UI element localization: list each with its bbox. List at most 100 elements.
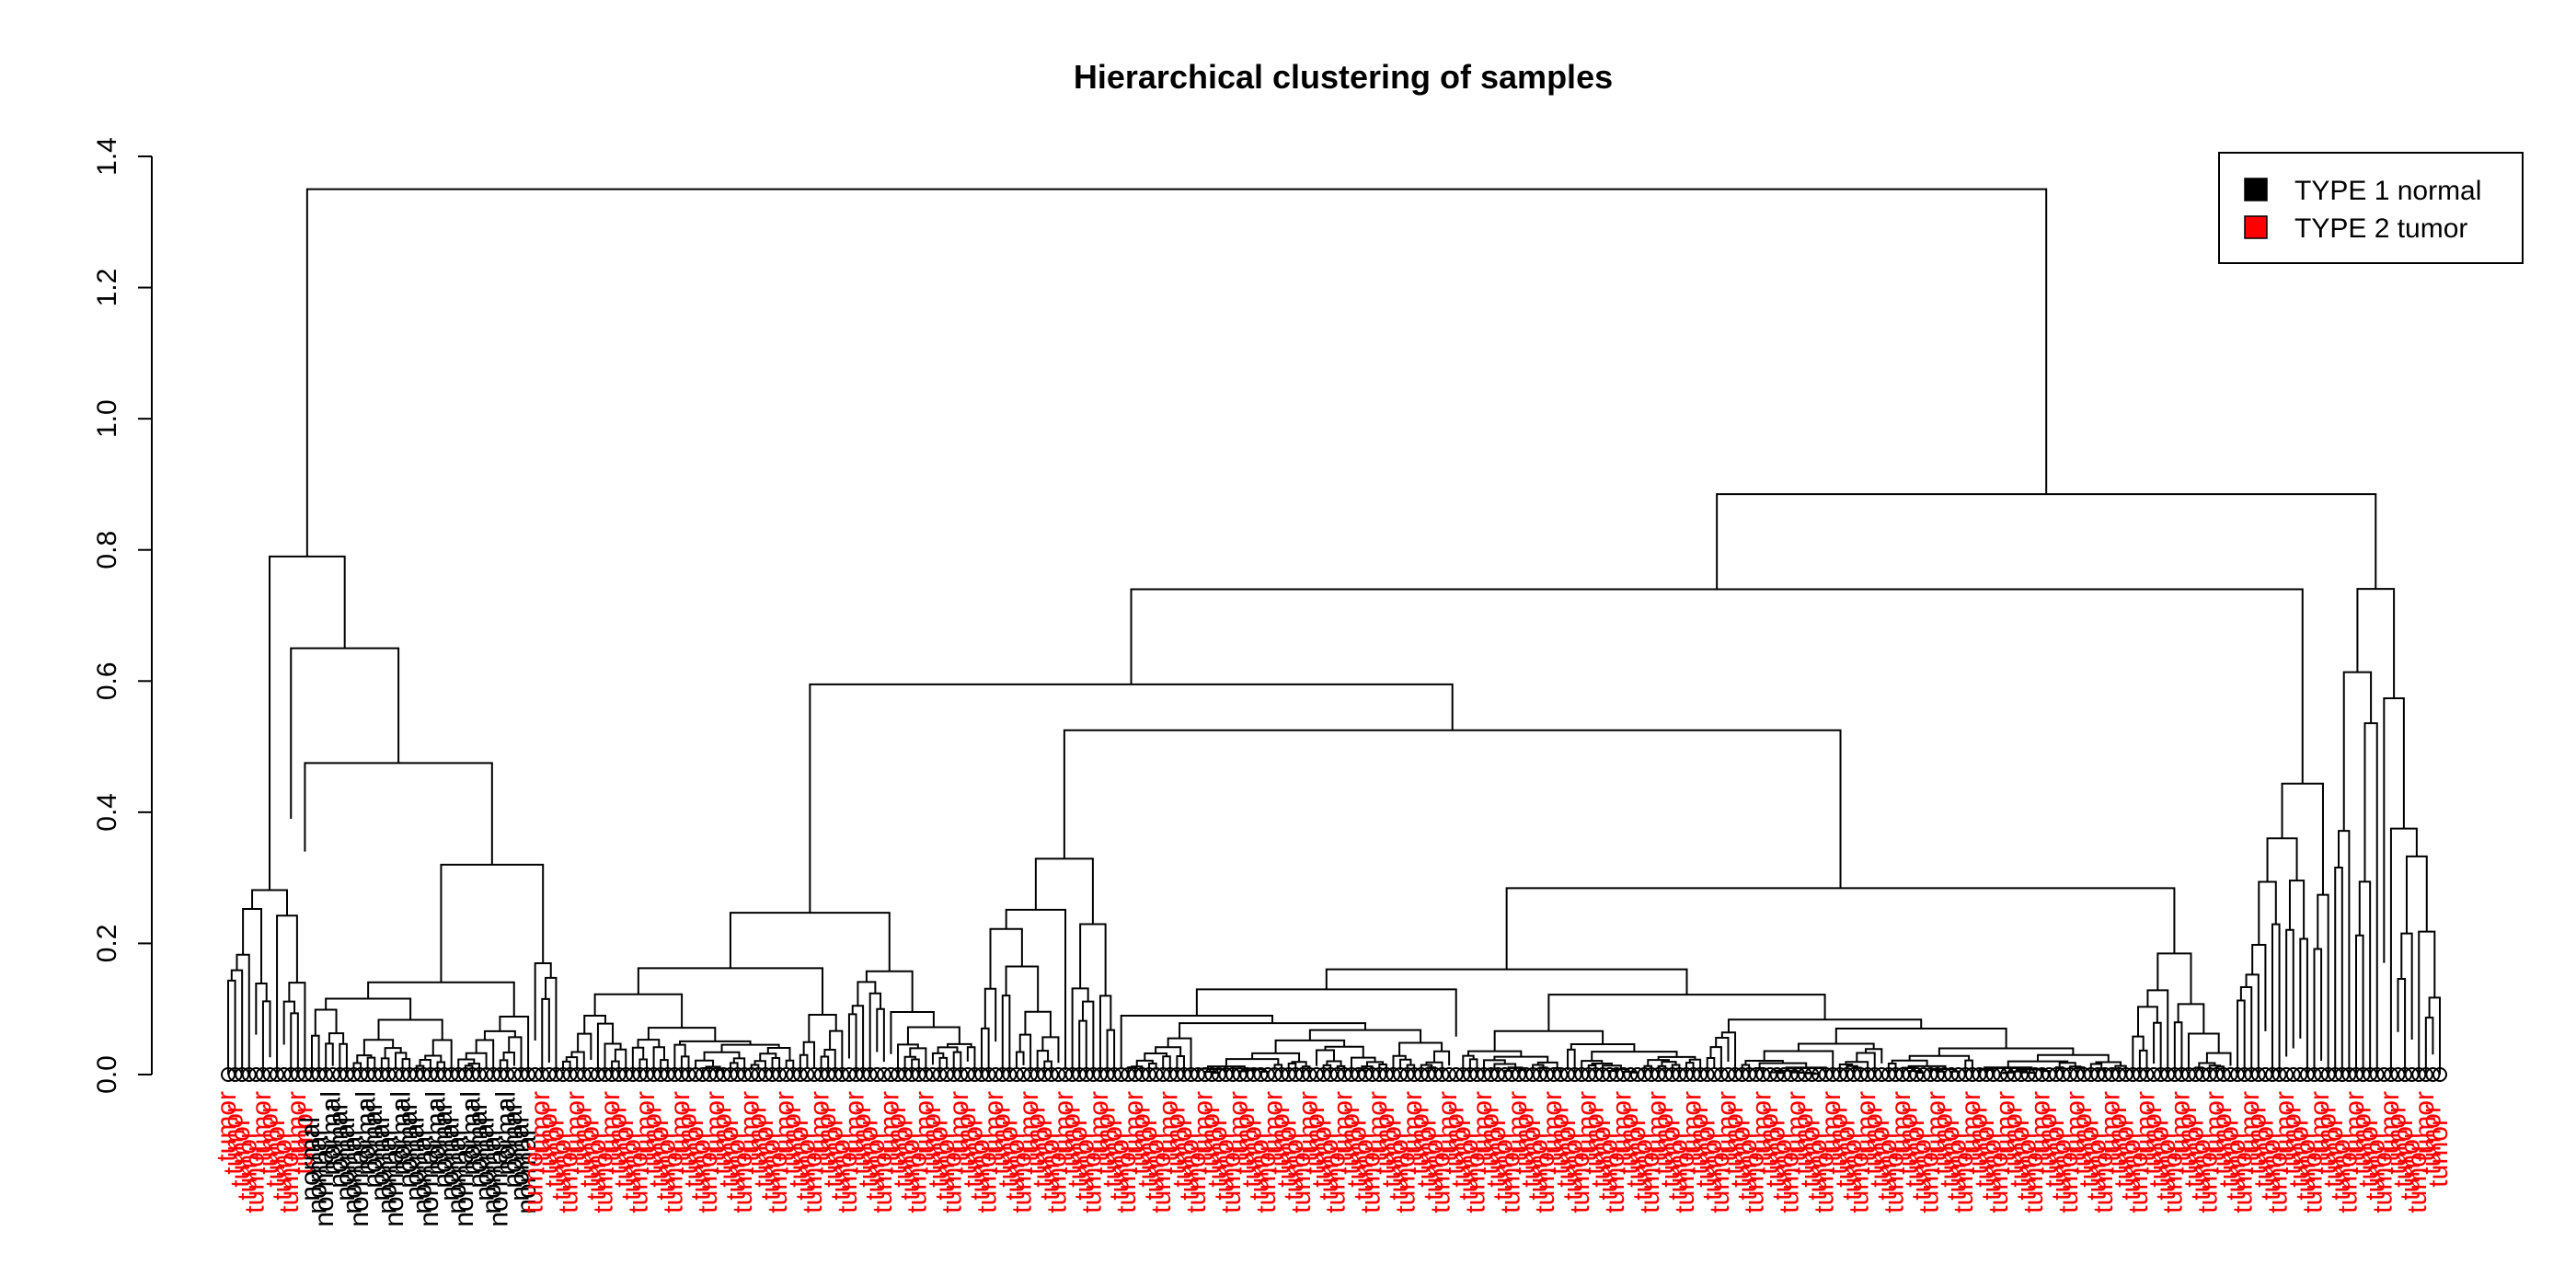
dendrogram-branch [1505,887,2176,970]
leaf-point [1309,1067,1325,1082]
leaf-label-tumor: tumor [825,1130,856,1201]
leaf-point [681,1067,696,1082]
leaf-label-tumor: tumor [735,1091,765,1162]
leaf-label-tumor: tumor [1286,1143,1317,1213]
leaf-point [1169,1067,1185,1082]
leaf-label-normal: normal [498,1104,528,1189]
leaf-label-tumor: tumor [2297,1143,2328,1213]
leaf-label-normal: normal [420,1091,451,1176]
leaf-label-tumor: tumor [903,1143,933,1213]
leaf-label-tumor: tumor [1927,1104,1958,1175]
leaf-label-tumor: tumor [2179,1117,2209,1188]
leaf-label-tumor: tumor [1363,1091,1393,1162]
leaf-point [1553,1067,1569,1082]
leaf-label-tumor: tumor [1516,1117,1547,1188]
leaf-label-normal: normal [428,1104,458,1189]
leaf-label-tumor: tumor [1432,1091,1463,1162]
leaf-point [856,1067,871,1082]
leaf-point [911,1067,926,1082]
leaf-label-tumor: tumor [1160,1104,1190,1175]
leaf-point [2195,1067,2211,1082]
leaf-point [723,1067,739,1082]
leaf-label-tumor: tumor [2277,1104,2307,1175]
leaf-point [2020,1067,2036,1082]
leaf-label-tumor: tumor [749,1117,779,1188]
leaf-point [500,1067,515,1082]
leaf-label-tumor: tumor [1181,1143,1212,1213]
leaf-label-tumor: tumor [686,1130,717,1201]
leaf-point [1880,1067,1896,1082]
leaf-label-tumor: tumor [2151,1130,2181,1201]
leaf-point [1148,1067,1164,1082]
leaf-point [772,1067,788,1082]
dendrogram-branch [1034,857,1094,925]
dendrogram-branch [1420,1064,1433,1075]
leaf-point [2028,1067,2043,1082]
leaf-label-normal: normal [379,1143,409,1227]
leaf-point [2118,1067,2133,1082]
leaf-point [325,1067,340,1082]
leaf-label-tumor: tumor [1119,1091,1149,1162]
leaf-point [1581,1067,1596,1082]
leaf-label-normal: normal [372,1130,402,1214]
dendrogram-branch [2356,588,2396,699]
dendrogram-branch [857,981,877,1006]
leaf-label-tumor: tumor [1125,1104,1156,1175]
leaf-label-tumor: tumor [574,1117,604,1188]
leaf-label-tumor: tumor [219,1104,249,1175]
y-tick-label: 1.2 [92,269,122,307]
leaf-point [1574,1067,1590,1082]
leaf-point [1846,1067,1861,1082]
leaf-point [967,1067,983,1082]
leaf-label-tumor: tumor [2075,1117,2105,1188]
leaf-point [2398,1067,2413,1082]
leaf-label-tumor: tumor [1049,1091,1079,1162]
leaf-label-tumor: tumor [951,1104,982,1175]
leaf-label-tumor: tumor [1495,1143,1525,1213]
dendrogram-branch [305,188,2048,557]
leaf-point [646,1067,661,1082]
leaf-point [904,1067,920,1082]
leaf-point [2258,1067,2273,1082]
leaf-label-tumor: tumor [1349,1130,1379,1201]
leaf-point [2271,1067,2287,1082]
y-tick-label: 0.6 [92,661,122,700]
dendrogram-branch [577,1032,592,1061]
dendrogram-branch [2342,671,2373,832]
leaf-label-tumor: tumor [616,1130,647,1201]
leaf-point [2132,1067,2147,1082]
leaf-point [1156,1067,1171,1082]
leaf-label-tumor: tumor [2046,1130,2076,1201]
dendrogram-branch [2313,948,2323,1075]
leaf-point [527,1067,543,1082]
leaf-label-tumor: tumor [1760,1117,1790,1188]
leaf-label-tumor: tumor [1370,1104,1400,1175]
leaf-point [472,1067,488,1082]
leaf-point [1469,1067,1485,1082]
dendrogram-branch [545,976,558,1075]
leaf-label-tumor: tumor [1719,1104,1749,1175]
leaf-point [1623,1067,1639,1082]
leaf-point [1358,1067,1374,1082]
leaf-point [2279,1067,2294,1082]
leaf-point [1176,1067,1191,1082]
dendrogram-branch [2317,893,2329,1075]
leaf-point [737,1067,753,1082]
leaf-label-normal: normal [463,1104,493,1189]
leaf-point [813,1067,829,1082]
leaf-label-tumor: tumor [2116,1130,2146,1201]
leaf-label-tumor: tumor [1726,1117,1756,1188]
dendrogram-branch [1852,1066,1862,1075]
leaf-point [1086,1067,1101,1082]
dendrogram-branch [290,647,400,819]
leaf-label-tumor: tumor [1732,1130,1763,1201]
leaf-label-normal: normal [344,1143,374,1227]
dendrogram-branch [1433,1050,1451,1066]
leaf-point [339,1067,354,1082]
dendrogram-branch [1081,1000,1095,1075]
leaf-point [457,1067,473,1082]
leaf-label-tumor: tumor [1258,1091,1288,1162]
leaf-label-tumor: tumor [595,1091,626,1162]
leaf-label-tumor: tumor [247,1091,277,1162]
leaf-label-tumor: tumor [1146,1143,1177,1213]
